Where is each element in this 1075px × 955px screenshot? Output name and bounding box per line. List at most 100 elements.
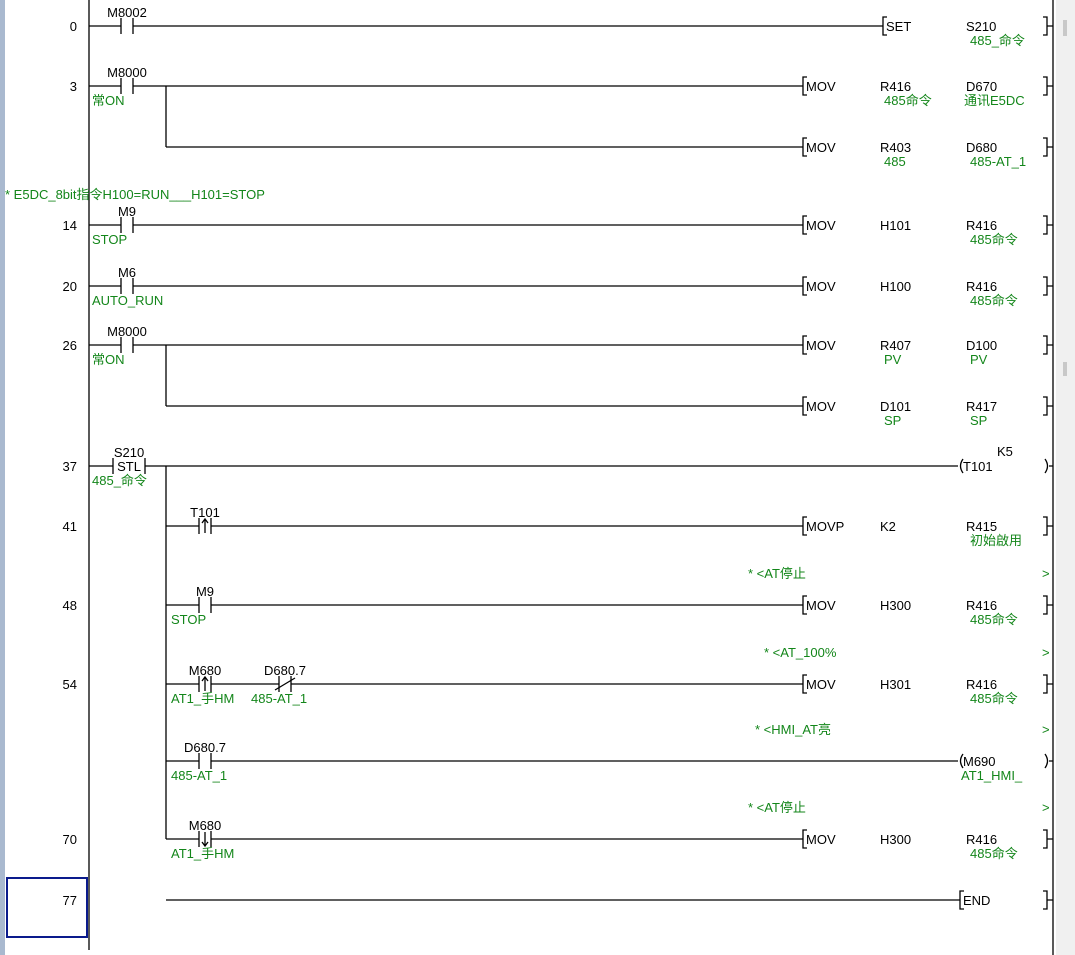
coil-right — [1044, 458, 1053, 474]
contact-device: M680 — [189, 663, 222, 678]
rung-77[interactable]: 77 END — [6, 877, 1053, 938]
window-frame — [0, 0, 5, 955]
instruction-name: MOV — [806, 279, 836, 294]
operand-comment: 485命令 — [970, 846, 1018, 861]
contact-comment: AT1_手HM — [171, 846, 234, 861]
operand-device: S210 — [966, 19, 996, 34]
cursor-box[interactable] — [6, 877, 88, 938]
operand-device: H100 — [880, 279, 911, 294]
rise-arrow-icon — [201, 517, 209, 524]
contact-no[interactable]: M9 STOP — [92, 204, 136, 247]
contact-rise[interactable]: T101 — [190, 505, 220, 524]
contact-device: D680.7 — [184, 740, 226, 755]
instruction-name: SET — [886, 19, 911, 34]
operand-device: K2 — [880, 519, 896, 534]
step-number: 0 — [70, 19, 77, 34]
step-number: 37 — [63, 459, 77, 474]
instruction-right-bracket — [1043, 516, 1053, 536]
contact-comment: AT1_手HM — [171, 691, 234, 706]
operand-comment: SP — [884, 413, 901, 428]
scrollbar-marker — [1063, 362, 1067, 376]
operand-device: R416 — [880, 79, 911, 94]
contact-rise[interactable]: M680 AT1_手HM — [171, 663, 234, 706]
statement-note: * <HMI_AT亮 — [755, 722, 831, 737]
contact-no[interactable]: M8000 常ON — [92, 65, 147, 108]
contact-no[interactable]: M6 AUTO_RUN — [92, 265, 163, 308]
operand-device: D680 — [966, 140, 997, 155]
instruction-name: MOV — [806, 677, 836, 692]
step-number: 48 — [63, 598, 77, 613]
nc-slash — [274, 677, 296, 691]
contact-no[interactable]: M8000 常ON — [92, 324, 147, 367]
operand-device: H101 — [880, 218, 911, 233]
rise-arrow-icon — [201, 675, 209, 682]
operand-device: R407 — [880, 338, 911, 353]
contact-comment: 常ON — [92, 93, 125, 108]
operand-device: H301 — [880, 677, 911, 692]
fall-arrow-icon — [201, 841, 209, 848]
step-number: 54 — [63, 677, 77, 692]
instruction-right-bracket — [1043, 396, 1053, 416]
contact-fall[interactable]: M680 AT1_手HM — [171, 818, 234, 861]
instruction-right-bracket — [1043, 890, 1053, 910]
scrollbar-thumb[interactable] — [1063, 20, 1067, 36]
operand-comment: 485命令 — [970, 232, 1018, 247]
contact-device: M8002 — [107, 5, 147, 20]
note-end-marker: > — [1042, 566, 1050, 581]
contact-no[interactable]: M9 STOP — [171, 584, 214, 627]
instruction-name: MOV — [806, 79, 836, 94]
contact-nc[interactable]: D680.7 485-AT_1 — [251, 663, 307, 706]
instruction-name: MOV — [806, 218, 836, 233]
vertical-scrollbar[interactable] — [1056, 0, 1075, 955]
operand-device: D100 — [966, 338, 997, 353]
step-number: 14 — [63, 218, 77, 233]
operand-device: H300 — [880, 598, 911, 613]
timer-setting: K5 — [997, 444, 1013, 459]
statement-comment: * E5DC_8bit指令H100=RUN___H101=STOP — [5, 187, 265, 202]
operand-device: R415 — [966, 519, 997, 534]
operand-device: R403 — [880, 140, 911, 155]
statement-note: * <AT停止 — [748, 566, 806, 581]
operand-device: R416 — [966, 832, 997, 847]
coil-device: T101 — [963, 459, 993, 474]
coil-device: M690 — [963, 754, 996, 769]
contact-no[interactable]: M8002 — [107, 5, 147, 20]
operand-device: R416 — [966, 279, 997, 294]
rung-54[interactable]: 54 * <AT_100% > M680 AT1_手HM D680.7 485-AT_1 MO… — [63, 645, 1053, 706]
instruction-right-bracket — [1043, 16, 1053, 36]
contact-device: M8000 — [107, 65, 147, 80]
contact-device: S210 — [114, 445, 144, 460]
contact-device: T101 — [190, 505, 220, 520]
contact-no[interactable]: D680.7 485-AT_1 — [171, 740, 227, 783]
step-number: 70 — [63, 832, 77, 847]
contact-comment: STOP — [92, 232, 127, 247]
operand-comment: 485命令 — [970, 293, 1018, 308]
contact-device: M8000 — [107, 324, 147, 339]
operand-comment: PV — [970, 352, 988, 367]
operand-comment: 通讯E5DC — [964, 93, 1025, 108]
contact-device: D680.7 — [264, 663, 306, 678]
step-number: 20 — [63, 279, 77, 294]
instruction-right-bracket — [1043, 829, 1053, 849]
contact-device: M9 — [196, 584, 214, 599]
contact-comment: 485-AT_1 — [251, 691, 307, 706]
coil-comment: AT1_HMI_ — [961, 768, 1023, 783]
instruction-right-bracket — [1043, 674, 1053, 694]
operand-comment: 初始啟用 — [970, 533, 1022, 548]
contact-comment: AUTO_RUN — [92, 293, 163, 308]
instruction-name: MOV — [806, 598, 836, 613]
